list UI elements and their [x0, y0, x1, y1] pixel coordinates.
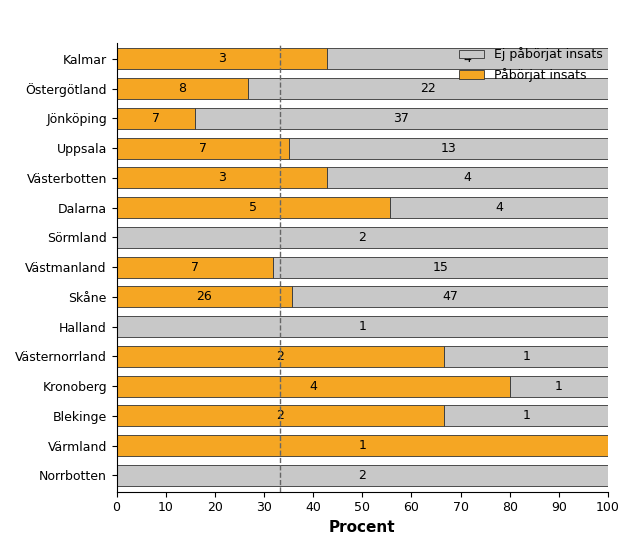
Text: 47: 47 [442, 290, 458, 304]
Bar [195, 108, 608, 129]
Text: 4: 4 [464, 172, 472, 184]
Bar [117, 257, 273, 278]
X-axis label: Procent: Procent [329, 520, 396, 535]
Bar [248, 78, 608, 99]
Bar [117, 48, 327, 69]
Text: 1: 1 [358, 320, 366, 333]
Text: 4: 4 [464, 52, 472, 65]
Bar [117, 197, 390, 218]
Text: 37: 37 [394, 112, 410, 125]
Bar [444, 346, 608, 367]
Text: 4: 4 [309, 379, 317, 393]
Text: 2: 2 [276, 350, 284, 363]
Text: 2: 2 [358, 231, 366, 244]
Bar [327, 48, 608, 69]
Text: 3: 3 [218, 52, 226, 65]
Text: 1: 1 [522, 350, 530, 363]
Text: 2: 2 [358, 469, 366, 482]
Text: 3: 3 [218, 172, 226, 184]
Text: 7: 7 [190, 261, 199, 273]
Bar [117, 167, 327, 188]
Text: 1: 1 [555, 379, 563, 393]
Text: 8: 8 [178, 82, 186, 95]
Bar [117, 346, 444, 367]
Text: 2: 2 [276, 409, 284, 422]
Bar [117, 376, 510, 397]
Text: 15: 15 [432, 261, 448, 273]
Bar [327, 167, 608, 188]
Text: 1: 1 [522, 409, 530, 422]
Bar [390, 197, 608, 218]
Bar [444, 405, 608, 426]
Text: 7: 7 [199, 141, 206, 155]
Text: 5: 5 [249, 201, 257, 214]
Bar [291, 287, 608, 307]
Text: 7: 7 [152, 112, 159, 125]
Bar [117, 287, 291, 307]
Bar [117, 78, 248, 99]
Bar [273, 257, 608, 278]
Bar [117, 138, 289, 158]
Bar [117, 435, 608, 456]
Text: 1: 1 [358, 439, 366, 452]
Bar [117, 316, 608, 337]
Legend: Ej påbörjat insats, Påbörjat insats: Ej påbörjat insats, Påbörjat insats [454, 42, 608, 87]
Bar [289, 138, 608, 158]
Text: 13: 13 [441, 141, 456, 155]
Bar [117, 108, 195, 129]
Bar [510, 376, 608, 397]
Bar [117, 405, 444, 426]
Text: 26: 26 [196, 290, 212, 304]
Text: 22: 22 [420, 82, 436, 95]
Bar [117, 465, 608, 486]
Bar [117, 227, 608, 248]
Text: 4: 4 [495, 201, 503, 214]
